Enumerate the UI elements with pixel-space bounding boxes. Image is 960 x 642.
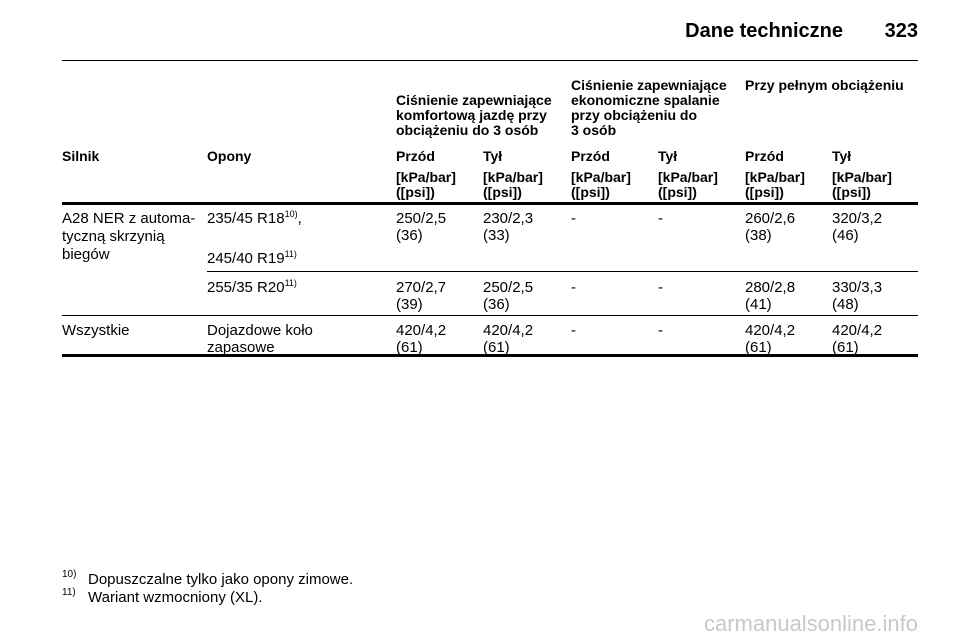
group-header: ekonomiczne spalanie (571, 92, 720, 108)
pressure-cell: - (658, 210, 663, 227)
group-header: obciążeniu do 3 osób (396, 122, 539, 138)
pressure-cell: 330/3,3 (832, 279, 883, 296)
pressure-cell: 260/2,6 (745, 210, 796, 227)
pressure-cell: 250/2,5 (483, 279, 534, 296)
footnote-ref: 10) (284, 209, 298, 219)
pressure-cell: (61) (745, 339, 772, 356)
pressure-cell: (36) (396, 227, 423, 244)
tyre-cell: zapasowe (207, 340, 275, 355)
column-header: Opony (207, 148, 252, 164)
pressure-cell: 270/2,7 (396, 279, 447, 296)
page-number: 323 (884, 20, 918, 42)
table-rule (62, 354, 918, 357)
row-rule (207, 271, 918, 272)
column-header: Przód (571, 148, 610, 164)
pressure-cell: - (571, 322, 576, 339)
engine-cell: biegów (62, 246, 110, 263)
engine-cell: tyczną skrzynią (62, 228, 165, 245)
column-header: Tył (483, 148, 503, 164)
tyre-cell: 235/45 R1810), (207, 209, 302, 227)
pressure-cell: (36) (483, 296, 510, 313)
pressure-cell: - (571, 279, 576, 296)
column-header: Tył (658, 148, 678, 164)
unit-label: ([psi]) (396, 184, 435, 200)
footnote-ref: 11) (62, 587, 76, 598)
pressure-cell: 420/4,2 (745, 322, 796, 339)
tyre-size: 255/35 R20 (207, 279, 285, 296)
group-header: 3 osób (571, 122, 617, 138)
unit-label: ([psi]) (571, 184, 610, 200)
column-header: Przód (745, 148, 784, 164)
pressure-cell: (48) (832, 296, 859, 313)
tyre-size: 245/40 R19 (207, 250, 285, 267)
watermark: carmanualsonline.info (703, 611, 918, 636)
pressure-cell: (39) (396, 296, 423, 313)
unit-label: ([psi]) (745, 184, 784, 200)
pressure-cell: (61) (832, 339, 859, 356)
pressure-cell: 230/2,3 (483, 210, 534, 227)
unit-label: [kPa/bar] (396, 169, 456, 185)
unit-label: [kPa/bar] (832, 169, 892, 185)
tyre-cell: Dojazdowe koło (207, 323, 313, 338)
pressure-cell: (38) (745, 227, 772, 244)
pressure-cell: 320/3,2 (832, 210, 883, 227)
tyre-cell: 245/40 R1911) (207, 249, 297, 267)
tyre-suffix: , (297, 210, 302, 227)
tyre-size: 235/45 R18 (207, 210, 285, 227)
pressure-cell: - (571, 210, 576, 227)
table-rule (62, 202, 918, 205)
tyre-size: zapasowe (207, 339, 275, 356)
pressure-cell: - (658, 322, 663, 339)
footnote-ref: 11) (284, 278, 297, 288)
pressure-cell: (41) (745, 296, 772, 313)
pressure-cell: 250/2,5 (396, 210, 447, 227)
pressure-cell: 420/4,2 (832, 322, 883, 339)
unit-label: [kPa/bar] (483, 169, 543, 185)
pressure-cell: 280/2,8 (745, 279, 796, 296)
unit-label: [kPa/bar] (571, 169, 631, 185)
footnote-ref: 10) (62, 569, 77, 580)
pressure-cell: 420/4,2 (483, 322, 534, 339)
pressure-cell: (46) (832, 227, 859, 244)
pressure-cell: (61) (396, 339, 423, 356)
tyre-size: Dojazdowe koło (207, 322, 313, 339)
page-title: Dane techniczne (685, 20, 843, 42)
unit-label: ([psi]) (832, 184, 871, 200)
pressure-cell: (33) (483, 227, 510, 244)
unit-label: ([psi]) (658, 184, 697, 200)
header-rule (62, 60, 918, 61)
group-header: Ciśnienie zapewniające (571, 77, 727, 93)
unit-label: ([psi]) (483, 184, 522, 200)
pressure-cell: 420/4,2 (396, 322, 447, 339)
footnote-ref: 11) (284, 249, 297, 259)
column-header: Tył (832, 148, 852, 164)
footnote-text: Wariant wzmocniony (XL). (88, 589, 263, 606)
engine-cell: Wszystkie (62, 322, 130, 339)
column-header: Przód (396, 148, 435, 164)
group-header: komfortową jazdę przy (396, 107, 547, 123)
group-header: Przy pełnym obciążeniu (745, 77, 904, 93)
tyre-cell: 255/35 R2011) (207, 278, 297, 296)
group-header: przy obciążeniu do (571, 107, 698, 123)
engine-cell: A28 NER z automa- (62, 210, 196, 227)
row-rule (62, 315, 918, 316)
footnote-text: Dopuszczalne tylko jako opony zimowe. (88, 571, 354, 588)
unit-label: [kPa/bar] (745, 169, 805, 185)
column-header: Silnik (62, 148, 100, 164)
pressure-cell: (61) (483, 339, 510, 356)
pressure-cell: - (658, 279, 663, 296)
group-header: Ciśnienie zapewniające (396, 92, 552, 108)
unit-label: [kPa/bar] (658, 169, 718, 185)
